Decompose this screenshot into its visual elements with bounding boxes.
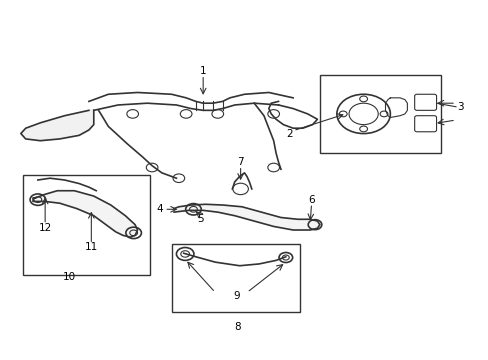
Text: 12: 12 — [39, 223, 52, 233]
Text: 5: 5 — [197, 214, 203, 224]
Bar — [171, 244, 300, 312]
Text: 6: 6 — [307, 195, 314, 204]
Text: 3: 3 — [457, 102, 463, 112]
Text: 11: 11 — [84, 242, 98, 252]
Text: 10: 10 — [63, 272, 76, 282]
Text: 4: 4 — [156, 204, 163, 214]
Text: 2: 2 — [285, 129, 292, 139]
Bar — [23, 175, 149, 275]
Polygon shape — [33, 191, 137, 237]
Bar — [319, 75, 441, 153]
Text: 8: 8 — [233, 322, 240, 332]
Text: 9: 9 — [232, 291, 239, 301]
Polygon shape — [174, 204, 319, 230]
Text: 7: 7 — [237, 157, 244, 167]
Text: 1: 1 — [200, 66, 206, 76]
Polygon shape — [21, 111, 94, 141]
